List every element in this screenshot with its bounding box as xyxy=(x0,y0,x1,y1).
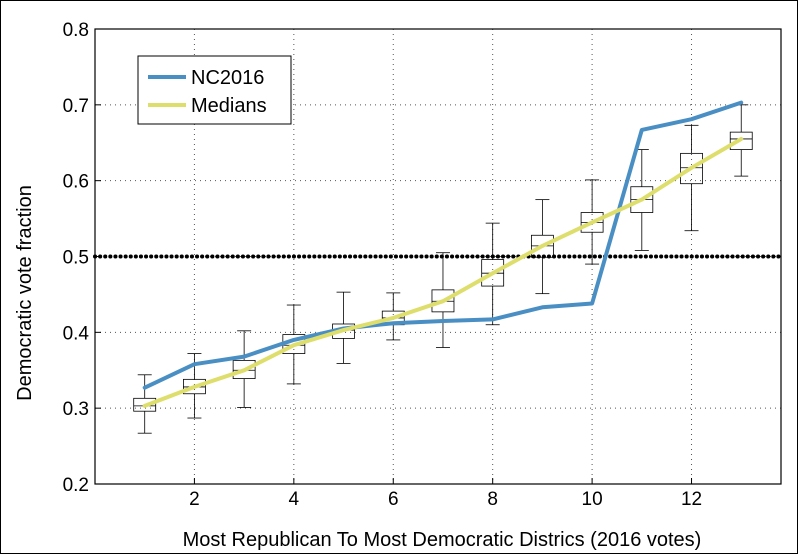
y-tick-label: 0.6 xyxy=(63,172,89,193)
axis-layer: 2 4 6 8 10 12 0.2 0.3 0.4 0.5 0.6 0.7 0.8 xyxy=(63,20,782,510)
boxplot-box xyxy=(133,397,157,412)
series-line-nc2016 xyxy=(142,100,744,390)
y-tick-label: 0.5 xyxy=(63,248,89,269)
legend-label-medians: Medians xyxy=(191,95,267,117)
legend-label-nc2016: NC2016 xyxy=(191,67,264,89)
legend-box xyxy=(137,55,292,125)
y-tick-label: 0.8 xyxy=(63,20,89,41)
x-tick-label: 2 xyxy=(189,489,200,510)
y-tick-label: 0.3 xyxy=(63,399,89,420)
boxplot-box xyxy=(729,131,753,150)
series-line-medians xyxy=(142,137,744,408)
y-tick-label: 0.4 xyxy=(63,323,90,344)
boxplot-13 xyxy=(729,104,753,177)
x-tick-label: 12 xyxy=(681,489,702,510)
x-tick-label: 10 xyxy=(582,489,603,510)
boxplot-box xyxy=(680,152,703,185)
boxplot-4 xyxy=(282,304,306,385)
series-layer xyxy=(142,100,744,408)
x-tick-label: 8 xyxy=(487,489,498,510)
y-tick-label: 0.2 xyxy=(63,475,89,496)
y-tick-label: 0.7 xyxy=(63,96,89,117)
boxplot-12 xyxy=(680,124,703,232)
legend: NC2016 Medians xyxy=(137,55,292,125)
boxplot-layer xyxy=(133,104,753,434)
y-axis-label: Democratic vote fraction xyxy=(14,185,36,401)
boxplot-8 xyxy=(481,222,505,326)
boxplot-box xyxy=(232,359,256,379)
x-tick-label: 4 xyxy=(289,489,300,510)
x-axis-label: Most Republican To Most Democratic Distr… xyxy=(183,529,702,551)
x-tick-label: 6 xyxy=(388,489,399,510)
